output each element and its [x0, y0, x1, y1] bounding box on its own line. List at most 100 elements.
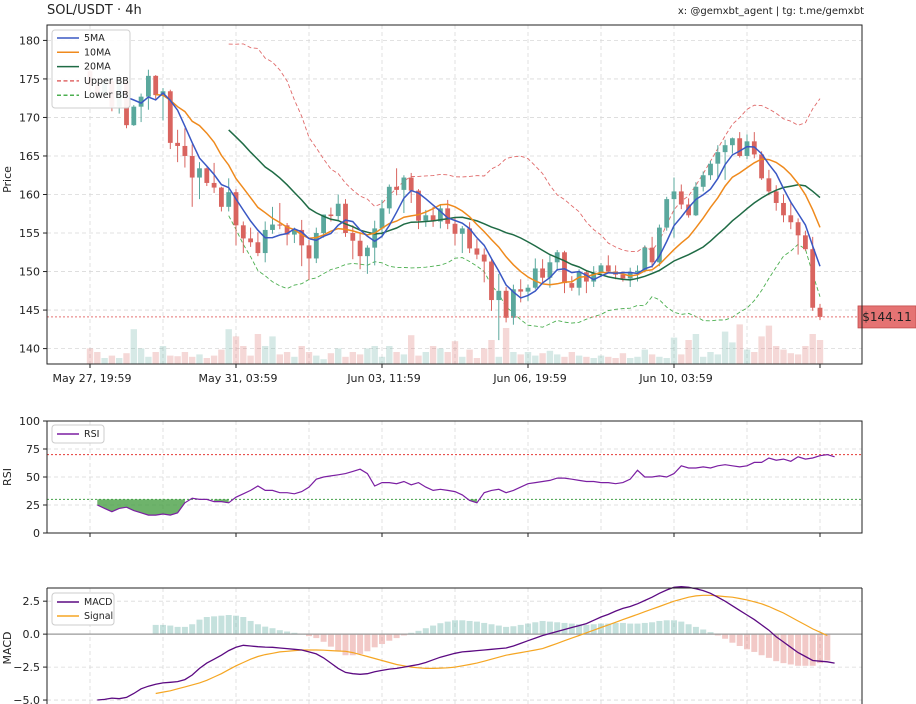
macd-histogram-bar [211, 616, 218, 635]
candle [452, 217, 458, 246]
candle [138, 93, 144, 123]
candle [671, 177, 677, 238]
candle [379, 199, 385, 238]
macd-histogram-bar [510, 626, 517, 635]
candle [248, 227, 253, 247]
candle-body [182, 145, 188, 156]
volume-bar [298, 346, 305, 364]
candle [182, 128, 188, 168]
candle-body [401, 177, 407, 190]
macd-histogram-bar [736, 634, 743, 646]
macd-legend-label: MACD [84, 597, 112, 608]
candle [584, 270, 589, 294]
volume-bar [313, 355, 320, 364]
macd-histogram-bar [262, 626, 269, 635]
candle-body [146, 75, 151, 97]
candle [518, 279, 524, 303]
candle [335, 194, 341, 220]
candle [708, 160, 713, 180]
volume-bar [780, 349, 787, 364]
macd-histogram-bar [590, 624, 597, 635]
volume-bar [663, 358, 670, 364]
volume-bar [444, 352, 451, 364]
candle [489, 258, 494, 311]
candle-body [197, 168, 202, 178]
macd-histogram-bar [189, 624, 196, 635]
candle [730, 137, 735, 154]
volume-bar [408, 335, 415, 364]
volume-bar [145, 356, 152, 364]
candle [386, 184, 392, 214]
candle-body [737, 138, 743, 156]
volume-bar [502, 328, 510, 364]
volume-bar [320, 359, 327, 364]
candle-body [386, 186, 392, 209]
candle-body [226, 192, 232, 207]
volume-bar [517, 354, 524, 364]
macd-histogram-bar [503, 626, 510, 635]
candle-body [306, 245, 312, 259]
rsi-ytick-label: 50 [26, 471, 40, 484]
price-legend-label: 20MA [84, 62, 111, 73]
volume-bar [729, 342, 736, 364]
macd-histogram-bar [430, 625, 437, 635]
macd-histogram-bar [349, 634, 356, 656]
macd-histogram-bar [247, 620, 254, 635]
price-ytick-label: 170 [19, 111, 40, 124]
macd-histogram-bar [751, 634, 758, 652]
volume-bar [466, 349, 473, 364]
macd-histogram-bar [379, 634, 385, 645]
candle [605, 255, 611, 274]
candle [401, 175, 407, 213]
volume-bar [648, 354, 656, 364]
macd-histogram-bar [364, 634, 371, 652]
candle-body [693, 186, 699, 216]
macd-histogram-bar [546, 621, 553, 635]
candle-body [328, 214, 334, 217]
macd-histogram-bar [787, 634, 794, 665]
volume-bar [816, 340, 824, 364]
macd-histogram-bar [744, 634, 750, 650]
macd-ylabel: MACD [1, 632, 14, 665]
macd-histogram-bar [656, 620, 663, 635]
volume-bar [568, 352, 575, 364]
macd-histogram-bar [174, 626, 181, 635]
macd-histogram-bar [773, 634, 780, 662]
volume-bar [86, 348, 94, 364]
candle [197, 162, 202, 200]
macd-histogram-bar [327, 634, 334, 647]
candle-body [481, 254, 487, 262]
candle-body [496, 290, 502, 301]
volume-bar [532, 355, 539, 364]
macd-histogram-bar [576, 624, 583, 635]
macd-histogram-bar [160, 624, 166, 635]
macd-histogram-bar [707, 632, 714, 635]
candle-body [350, 233, 356, 241]
macd-histogram-bar [612, 622, 619, 635]
volume-bar [342, 356, 349, 364]
volume-bar [262, 346, 269, 364]
candle [408, 172, 414, 203]
rsi-ytick-label: 100 [19, 415, 40, 428]
candle-body [788, 215, 794, 223]
price-ytick-label: 160 [19, 189, 40, 202]
macd-histogram-bar [196, 619, 203, 635]
candle-body [781, 202, 786, 216]
candle-body [423, 215, 429, 221]
price-legend-label: 10MA [84, 47, 111, 58]
candle [496, 273, 502, 341]
rsi-legend: RSI [51, 424, 105, 444]
macd-histogram-bar [437, 623, 444, 635]
candle-body [817, 307, 823, 317]
volume-bar [130, 329, 137, 364]
candle-body [262, 229, 268, 254]
macd-histogram-bar [473, 621, 480, 635]
macd-histogram-bar [817, 634, 823, 664]
candle-body [562, 252, 567, 284]
ma5-line [118, 88, 821, 299]
macd-histogram-bar [240, 617, 247, 635]
volume-bar [714, 354, 721, 364]
candle-body [547, 262, 553, 278]
candle-body [489, 261, 494, 301]
